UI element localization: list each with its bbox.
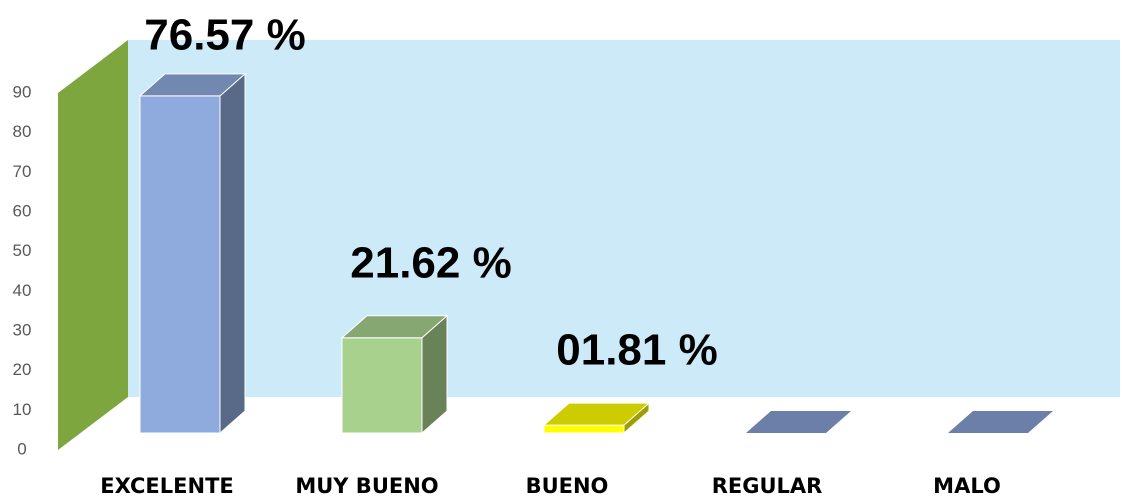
y-tick-label: 20 [13,360,32,379]
annotation: 01.81 % [556,326,717,375]
y-tick-label: 10 [13,400,32,419]
x-tick-label: BUENO [526,474,609,498]
annotation: 21.62 % [350,238,511,287]
x-tick-label: MALO [933,474,1001,498]
x-tick-label: REGULAR [712,474,823,498]
bar [139,95,221,434]
y-tick-label: 50 [13,241,32,260]
bar-top [542,402,651,426]
bar-top [138,73,247,97]
y-tick-label: 30 [13,320,32,339]
bar-top [746,411,851,433]
x-tick-label: EXCELENTE [100,474,234,498]
side-wall [58,40,128,450]
y-tick-label: 70 [13,162,32,181]
bar-side [219,72,246,435]
y-tick-label: 40 [13,281,32,300]
x-tick-label: MUY BUENO [295,474,438,498]
bar-top [340,315,449,339]
bar [341,337,423,434]
bar [543,424,625,434]
y-tick-label: 60 [13,201,32,220]
annotation: 76.57 % [144,10,305,59]
bar-top [948,411,1053,433]
y-tick-label: 80 [13,122,32,141]
y-tick-label: 0 [17,439,26,458]
back-wall [128,40,1120,397]
y-tick-label: 90 [13,82,32,101]
